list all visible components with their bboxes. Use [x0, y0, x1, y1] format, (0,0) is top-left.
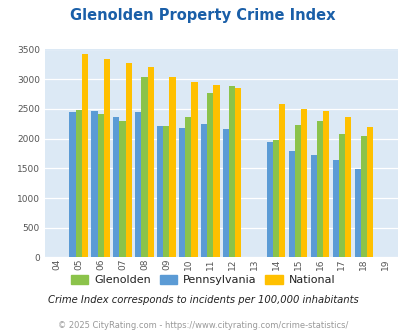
- Bar: [191, 82, 197, 257]
- Bar: [75, 110, 81, 257]
- Bar: [213, 84, 219, 257]
- Bar: [207, 93, 213, 257]
- Bar: [344, 117, 350, 257]
- Bar: [169, 77, 175, 257]
- Bar: [97, 114, 103, 257]
- Bar: [222, 129, 228, 257]
- Bar: [200, 124, 207, 257]
- Bar: [294, 125, 301, 257]
- Bar: [316, 121, 322, 257]
- Text: Glenolden Property Crime Index: Glenolden Property Crime Index: [70, 8, 335, 23]
- Bar: [266, 142, 273, 257]
- Bar: [235, 87, 241, 257]
- Text: Crime Index corresponds to incidents per 100,000 inhabitants: Crime Index corresponds to incidents per…: [47, 295, 358, 305]
- Bar: [185, 117, 191, 257]
- Bar: [288, 151, 294, 257]
- Bar: [301, 109, 307, 257]
- Bar: [310, 155, 316, 257]
- Bar: [157, 126, 163, 257]
- Bar: [228, 86, 235, 257]
- Bar: [366, 127, 372, 257]
- Bar: [69, 112, 75, 257]
- Bar: [360, 136, 366, 257]
- Bar: [135, 113, 141, 257]
- Text: © 2025 CityRating.com - https://www.cityrating.com/crime-statistics/: © 2025 CityRating.com - https://www.city…: [58, 321, 347, 330]
- Bar: [81, 54, 87, 257]
- Legend: Glenolden, Pennsylvania, National: Glenolden, Pennsylvania, National: [67, 271, 338, 289]
- Bar: [119, 121, 125, 257]
- Bar: [125, 63, 132, 257]
- Bar: [113, 116, 119, 257]
- Bar: [273, 140, 279, 257]
- Bar: [279, 104, 285, 257]
- Bar: [91, 111, 97, 257]
- Bar: [338, 134, 344, 257]
- Bar: [354, 169, 360, 257]
- Bar: [332, 160, 338, 257]
- Bar: [147, 67, 153, 257]
- Bar: [163, 125, 169, 257]
- Bar: [179, 128, 185, 257]
- Bar: [141, 77, 147, 257]
- Bar: [103, 59, 109, 257]
- Bar: [322, 111, 328, 257]
